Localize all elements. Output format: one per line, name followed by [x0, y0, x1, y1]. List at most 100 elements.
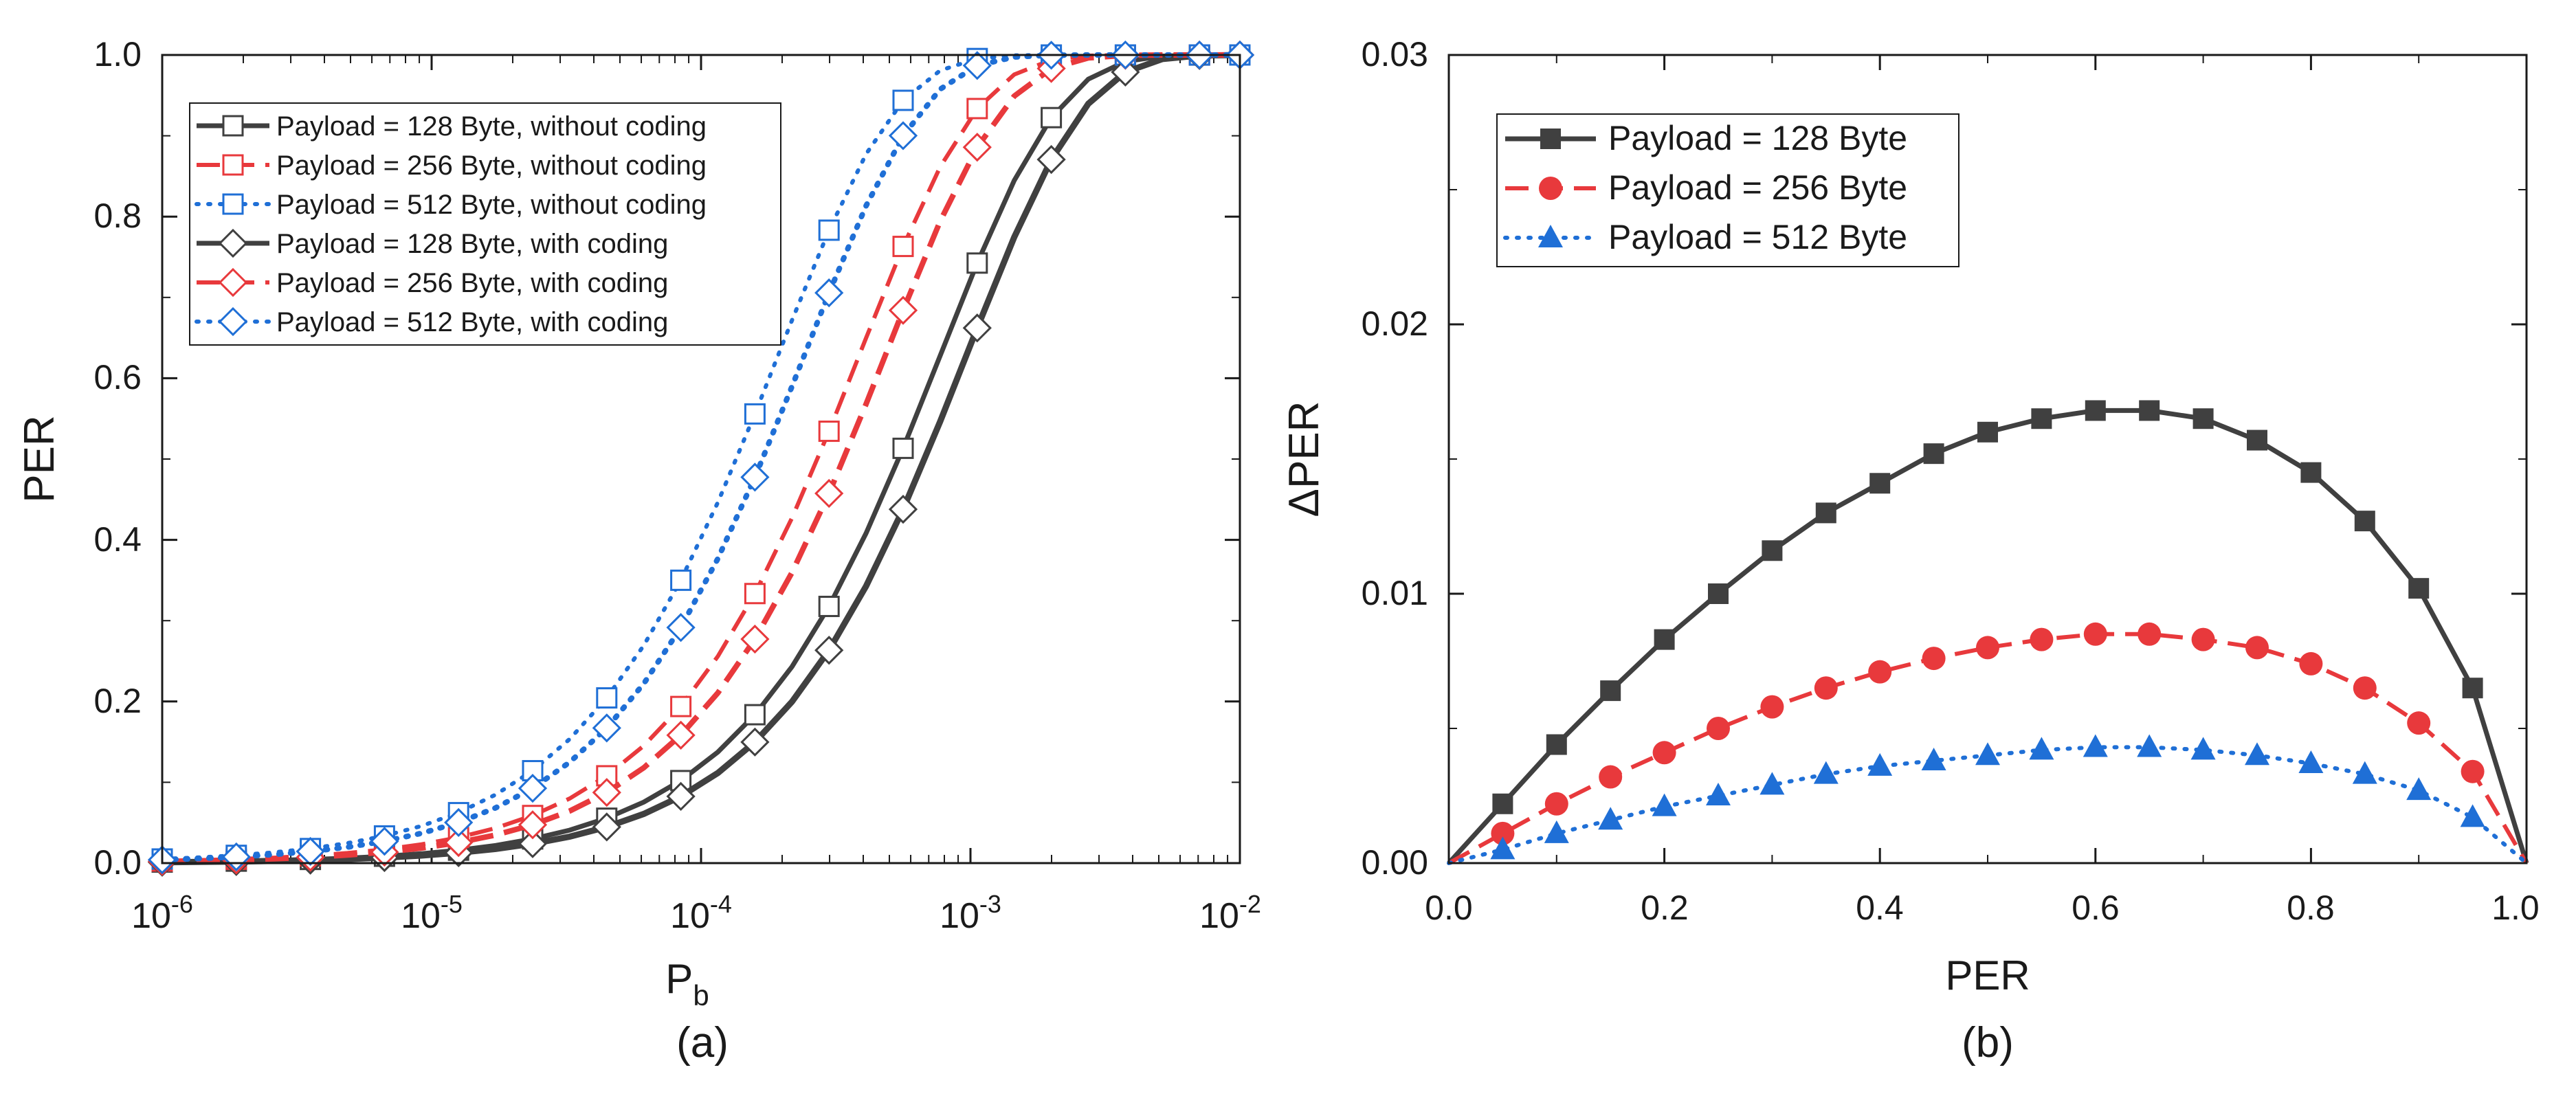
panel-b-data-point [2406, 777, 2432, 801]
panel-a-caption: (a) [676, 1019, 729, 1067]
panel-a-curves [147, 40, 1255, 877]
panel-b-curves [1447, 400, 2529, 865]
panel-a-data-point [592, 778, 621, 807]
panel-b-data-point [2191, 627, 2215, 651]
panel-a-data-point [962, 51, 992, 80]
panel-b-data-point [1814, 676, 1838, 700]
panel-b-data-point [2030, 627, 2054, 651]
panel-a-y-tick-label: 0.0 [93, 843, 142, 882]
panel-b-data-point [2298, 750, 2324, 773]
panel-b-data-point [1813, 761, 1839, 784]
panel-b-x-tick-label: 0.2 [1641, 889, 1689, 927]
panel-a-data-point [962, 133, 992, 162]
panel-b-plot-frame [1447, 54, 2528, 864]
panel-b-data-point [1492, 793, 1513, 814]
panel-b-data-point [1491, 821, 1515, 845]
panel-a-data-point [888, 121, 918, 150]
panel-a-legend-marker [218, 267, 248, 298]
panel-a-data-point [1111, 57, 1140, 87]
panel-a-plot-frame [161, 54, 1241, 864]
panel-a-x-tick-label: 10-6 [131, 890, 193, 936]
panel-b-data-point [2461, 759, 2485, 783]
panel-b-data-point [1708, 583, 1729, 604]
panel-a-legend-marker [222, 115, 244, 137]
panel-b-data-point [2407, 711, 2431, 735]
panel-b-data-point [1599, 765, 1623, 789]
panel-a-y-tick-label: 1.0 [93, 35, 142, 74]
panel-b: 0.00 0.01 0.02 0.03 0.0 0.2 0.4 0.6 0.8 … [1280, 35, 2540, 1067]
panel-b-legend-samples [1503, 129, 1598, 247]
panel-a-data-point [892, 437, 914, 459]
panel-a-data-point [666, 720, 696, 750]
panel-a: 0.0 0.2 0.4 0.6 0.8 1.0 10-6 10-5 10-4 1… [16, 35, 1261, 1067]
panel-b-data-point [1975, 742, 2000, 766]
panel-b-x-tick-label: 1.0 [2491, 889, 2540, 927]
panel-b-data-point [1759, 772, 1785, 795]
panel-a-data-point [892, 236, 914, 258]
panel-a-legend-samples [195, 115, 271, 337]
panel-a-legend-label: Payload = 256 Byte, with coding [276, 268, 668, 298]
panel-b-data-point [1868, 660, 1892, 684]
panel-a-x-tick-label: 10-2 [1199, 890, 1261, 936]
panel-b-data-point [2192, 408, 2214, 429]
panel-a-data-point [518, 829, 548, 858]
panel-a-y-tick-label: 0.6 [93, 358, 142, 397]
panel-a-data-point [370, 827, 399, 856]
panel-a-legend-label: Payload = 256 Byte, without coding [276, 150, 707, 181]
panel-a-data-point [666, 613, 696, 643]
panel-b-data-point [2408, 578, 2430, 599]
panel-a-data-point [666, 781, 696, 812]
panel-b-legend-marker [1540, 129, 1561, 149]
panel-a-y-tick-label: 0.4 [93, 520, 142, 559]
panel-a-data-point [592, 713, 621, 743]
panel-b-data-point [1976, 636, 1999, 660]
panel-a-legend-box [189, 102, 781, 346]
panel-b-data-point [1815, 502, 1836, 524]
panel-b-data-point [1867, 752, 1893, 776]
panel-b-data-point [2245, 636, 2269, 660]
panel-b-data-point [1762, 540, 1783, 561]
panel-b-series-line [1447, 632, 2529, 865]
panel-a-data-point [744, 403, 766, 425]
panel-b-x-tick-label: 0.4 [1856, 889, 1904, 927]
panel-b-legend-label: Payload = 512 Byte [1608, 218, 1907, 256]
panel-a-data-point [744, 704, 766, 726]
panel-a-series-line [162, 52, 1240, 864]
panel-a-data-point [744, 583, 766, 605]
panel-b-data-point [2031, 408, 2052, 429]
panel-b-legend-marker [1539, 177, 1562, 200]
panel-a-data-point [818, 219, 840, 241]
panel-a-data-point [596, 687, 618, 709]
panel-a-data-point [966, 252, 988, 274]
panel-b-data-point [2247, 429, 2267, 451]
panel-b-data-point [2462, 678, 2483, 699]
panel-a-x-tick-label: 10-5 [401, 890, 463, 936]
panel-b-data-point [1600, 680, 1621, 702]
panel-a-data-point [814, 478, 844, 509]
panel-a-x-tick-label: 10-4 [670, 890, 732, 936]
panel-a-data-point [740, 462, 770, 492]
panel-a-data-point [1041, 107, 1063, 129]
panel-a-x-axis-title: Pb [665, 956, 709, 1012]
panel-b-data-point [1923, 443, 1944, 465]
panel-b-data-point [1869, 473, 1891, 494]
panel-a-data-point [296, 836, 325, 867]
panel-a-data-point [444, 827, 474, 858]
panel-a-y-axis-title: PER [16, 415, 63, 502]
panel-b-y-tick-label: 0.01 [1362, 574, 1428, 612]
panel-b-x-tick-label: 0.6 [2072, 889, 2120, 927]
panel-a-data-point [888, 494, 918, 524]
panel-b-y-tick-label: 0.03 [1362, 35, 1428, 74]
panel-a-legend-marker [222, 193, 244, 215]
panel-b-data-point [1922, 647, 1946, 671]
panel-b-data-point [1760, 695, 1784, 719]
panel-b-data-point [2085, 400, 2106, 421]
panel-b-data-point [1707, 717, 1730, 740]
panel-b-data-point [1544, 820, 1569, 843]
panel-a-data-point [740, 624, 770, 654]
panel-b-data-point [2137, 734, 2162, 757]
panel-b-y-tick-label: 0.00 [1362, 843, 1428, 882]
panel-b-data-point [2029, 737, 2054, 760]
panel-a-legend: Payload = 128 Byte, without coding Paylo… [189, 102, 781, 346]
